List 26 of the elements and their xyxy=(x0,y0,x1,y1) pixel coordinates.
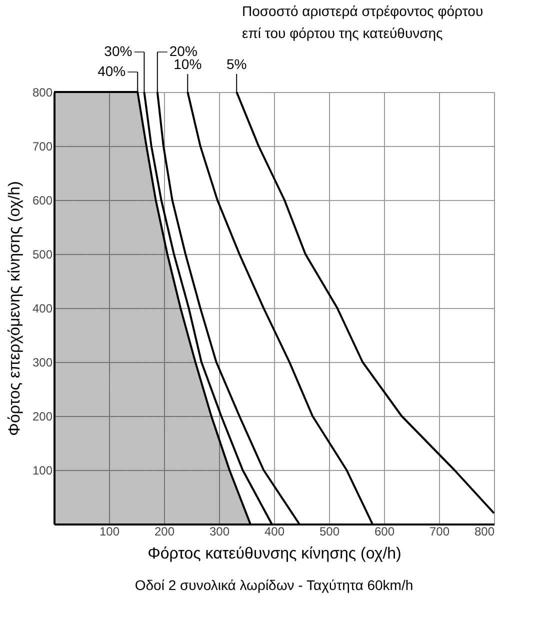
y-tick-label: 100 xyxy=(32,464,53,478)
y-tick-label: 300 xyxy=(32,356,53,370)
y-axis-title: Φόρτος επερχόμενης κίνησης (οχ/h) xyxy=(6,181,24,436)
text: Οδοί 2 συνολικά λωρίδων - Ταχύτητα 60km/h xyxy=(134,577,414,593)
x-tick-label: 400 xyxy=(264,524,285,538)
y-tick-label: 400 xyxy=(32,302,53,316)
y-tick-label: 500 xyxy=(32,248,53,262)
series-label: 5% xyxy=(226,56,247,72)
y-tick-label: 600 xyxy=(32,194,53,208)
series-label: 10% xyxy=(174,56,202,72)
x-tick-label: 300 xyxy=(209,524,230,538)
y-tick-label: 800 xyxy=(32,86,53,100)
text: 20% xyxy=(169,43,198,59)
x-tick-label: 500 xyxy=(319,524,340,538)
x-tick-label: 200 xyxy=(154,524,175,538)
x-tick-label: 100 xyxy=(99,524,120,538)
y-tick-label: 700 xyxy=(32,140,53,154)
legend-label: 30% xyxy=(104,43,132,59)
x-tick-label: 800 xyxy=(474,524,495,538)
x-tick-label: 700 xyxy=(429,524,450,538)
x-tick-label: 600 xyxy=(374,524,395,538)
text: Ποσοστό αριστερά στρέφοντος φόρτου xyxy=(242,3,484,19)
x-axis-title: Φόρτος κατεύθυνσης κίνησης (οχ/h) xyxy=(148,546,402,562)
text: επί του φόρτου της κατεύθυνσης xyxy=(242,25,444,41)
y-tick-label: 200 xyxy=(32,410,53,424)
legend-label: 40% xyxy=(98,63,126,79)
